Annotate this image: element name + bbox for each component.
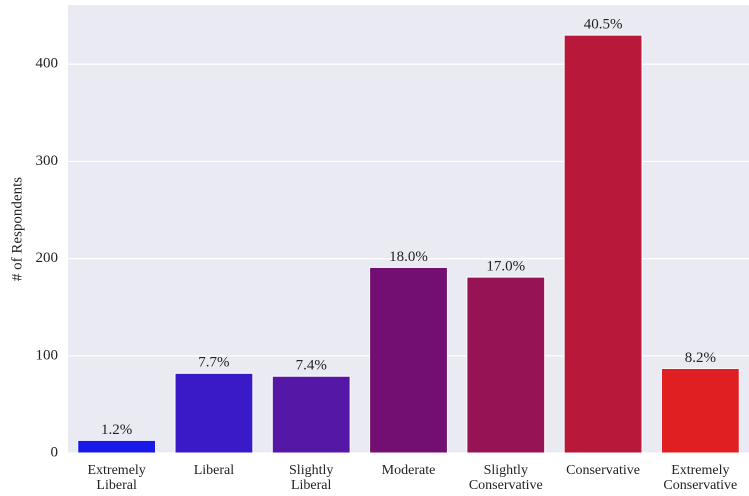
bar [660, 367, 740, 454]
y-tick-label: 200 [36, 250, 59, 266]
x-tick-label: Extremely Liberal [87, 463, 146, 493]
x-tick-label: Conservative [566, 463, 640, 478]
y-axis-label: # of Respondents [9, 177, 25, 281]
x-tick-label: Slightly Liberal [289, 463, 334, 493]
bar-label: 7.7% [198, 355, 229, 371]
bar [369, 266, 448, 454]
bar [271, 375, 351, 454]
x-tick-label: Extremely Conservative [663, 463, 738, 493]
bar [563, 34, 643, 454]
bar [77, 439, 157, 454]
y-tick-label: 300 [36, 153, 59, 169]
bar-label: 1.2% [101, 422, 132, 438]
bar-label: 17.0% [486, 259, 525, 275]
bar-label: 8.2% [685, 350, 716, 366]
x-tick-label: Liberal [193, 463, 235, 478]
x-tick-label: Slightly Conservative [468, 463, 543, 493]
y-tick-label: 0 [51, 444, 59, 460]
x-tick-label: Moderate [381, 463, 436, 478]
bar [174, 372, 254, 454]
bar [466, 276, 546, 454]
bar-label: 18.0% [389, 249, 428, 265]
bar-label: 7.4% [296, 358, 327, 374]
bar-label: 40.5% [584, 17, 623, 33]
y-tick-label: 100 [36, 347, 59, 363]
y-tick-label: 400 [36, 56, 59, 72]
